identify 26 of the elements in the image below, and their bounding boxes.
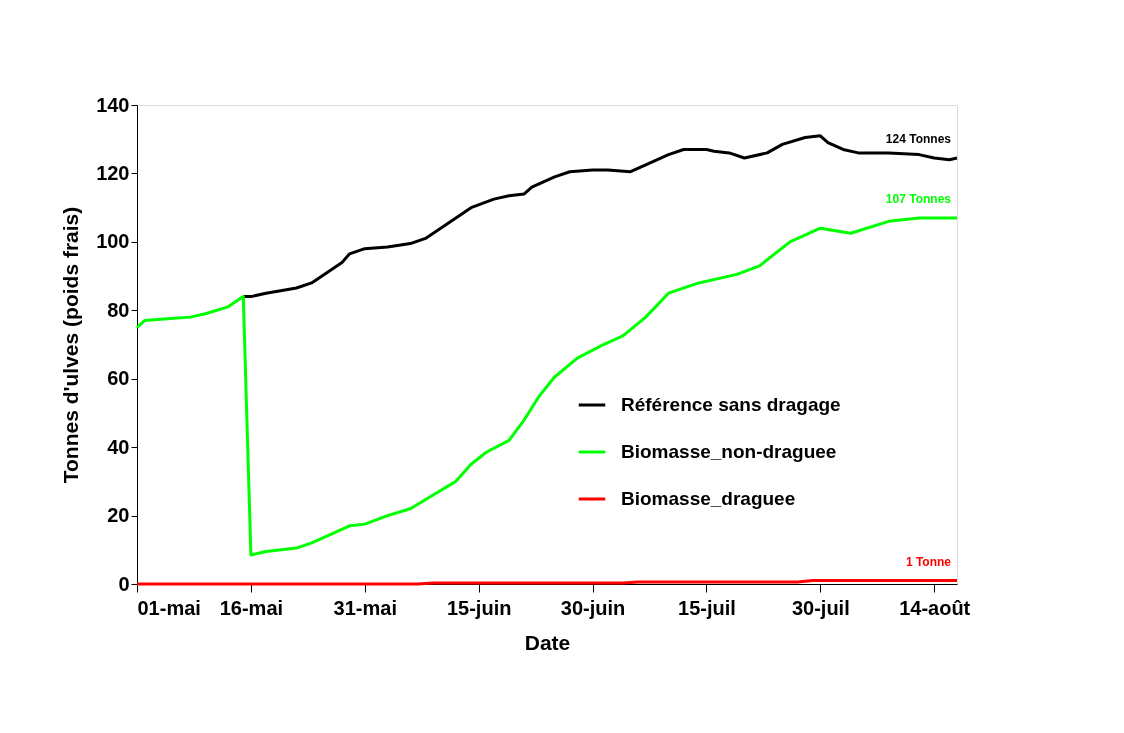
annotation: 124 Tonnes	[885, 132, 952, 147]
y-tick-label: 80	[107, 298, 130, 321]
x-tick-label: 30-juin	[560, 596, 626, 619]
y-tick-label: 120	[96, 161, 130, 184]
annotation: 107 Tonnes	[885, 191, 952, 206]
x-tick-label: 16-mai	[219, 596, 284, 619]
annotation: 1 Tonne	[905, 554, 952, 569]
y-tick-label: 100	[96, 230, 130, 253]
x-tick-label: 15-juil	[678, 596, 736, 619]
x-tick-label: 01-mai	[137, 596, 201, 619]
y-tick-label: 20	[107, 504, 130, 527]
x-tick-label: 30-juil	[791, 596, 850, 619]
y-tick-label: 60	[107, 367, 130, 390]
legend-label: Biomasse_draguee	[621, 488, 796, 509]
line-series	[135, 216, 959, 557]
y-tick-label: 140	[96, 93, 130, 116]
x-tick-label: 14-août	[899, 596, 971, 619]
x-axis-title: Date	[524, 630, 571, 654]
y-tick-label: 0	[118, 572, 130, 595]
x-tick-label: 15-juin	[446, 596, 512, 619]
x-tick-label: 31-mai	[333, 596, 397, 619]
legend-label: Référence sans dragage	[621, 394, 841, 415]
y-tick-label: 40	[107, 435, 130, 458]
line-series	[241, 134, 959, 299]
legend-label: Biomasse_non-draguee	[621, 441, 837, 462]
y-axis-title: Tonnes d'ulves (poids frais)	[59, 206, 83, 484]
